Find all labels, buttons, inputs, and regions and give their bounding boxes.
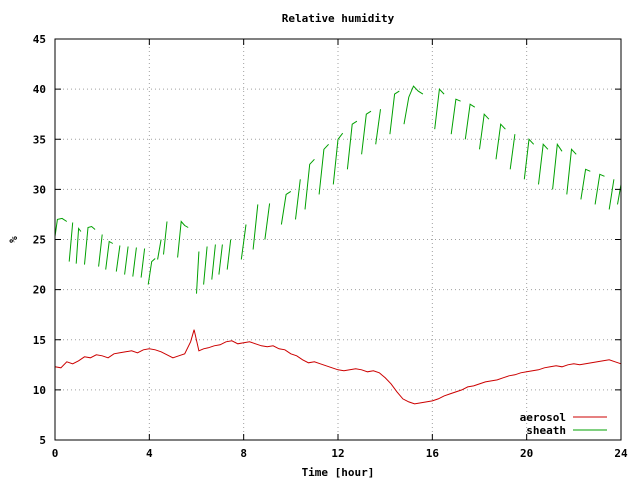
series-segment-sheath (608, 179, 615, 210)
y-axis-label: % (7, 236, 20, 243)
series-segment-sheath (240, 224, 247, 260)
y-tick-label: 5 (39, 434, 46, 447)
x-tick-label: 24 (614, 447, 628, 460)
series-segment-sheath (196, 251, 200, 294)
x-tick-label: 16 (426, 447, 440, 460)
x-tick-label: 0 (52, 447, 59, 460)
series-segment-sheath (140, 248, 146, 278)
series-segment-sheath (479, 113, 490, 150)
series-segment-sheath (375, 109, 381, 145)
series-segment-sheath (318, 143, 329, 195)
series-segment-sheath (226, 239, 232, 270)
series-segment-sheath (132, 247, 137, 277)
series-segment-sheath (211, 244, 216, 280)
series-line-aerosol (54, 329, 622, 405)
series-segment-sheath (68, 222, 74, 262)
series-segment-sheath (566, 148, 577, 195)
series-segment-sheath (75, 227, 82, 264)
series-segment-sheath (264, 203, 271, 240)
series-layer (54, 85, 622, 405)
axis-ticks: 0 4 8 12 16 20 24 5 10 15 20 25 30 35 40 45 (33, 33, 628, 460)
series-segment-sheath (124, 246, 129, 275)
y-tick-label: 30 (33, 183, 46, 196)
series-segment-sheath (157, 239, 162, 260)
y-tick-label: 15 (33, 334, 46, 347)
series-segment-sheath (403, 85, 424, 125)
series-segment-sheath (552, 142, 563, 190)
series-segment-sheath (98, 234, 103, 267)
series-segment-sheath (523, 138, 535, 180)
series-segment-sheath (434, 87, 445, 130)
legend: aerosol sheath (520, 411, 607, 437)
series-segment-sheath (509, 134, 516, 170)
series-segment-sheath (346, 120, 358, 170)
series-segment-sheath (105, 240, 114, 270)
series-segment-sheath (54, 217, 68, 237)
series-segment-sheath (177, 220, 189, 258)
y-tick-label: 45 (33, 33, 46, 46)
series-segment-sheath (115, 245, 121, 272)
chart-title: Relative humidity (282, 12, 395, 25)
x-tick-label: 12 (331, 447, 344, 460)
series-segment-sheath (84, 225, 96, 265)
series-segment-sheath (203, 246, 208, 285)
series-segment-sheath (304, 158, 315, 210)
series-segment-sheath (389, 90, 400, 135)
y-tick-label: 40 (33, 83, 46, 96)
series-segment-sheath (580, 168, 591, 200)
series-segment-sheath (495, 123, 506, 160)
series-segment-sheath (147, 258, 156, 285)
series-segment-sheath (450, 98, 461, 135)
legend-label-sheath: sheath (526, 424, 566, 437)
series-segment-sheath (464, 103, 476, 140)
series-segment-sheath (617, 184, 622, 205)
y-tick-label: 10 (33, 384, 46, 397)
series-segment-sheath (332, 132, 344, 185)
series-segment-sheath (252, 204, 259, 250)
x-axis-label: Time [hour] (302, 466, 375, 479)
x-tick-label: 20 (520, 447, 533, 460)
series-segment-sheath (163, 221, 168, 255)
x-tick-label: 4 (146, 447, 153, 460)
y-tick-label: 35 (33, 133, 46, 146)
x-tick-label: 8 (240, 447, 247, 460)
series-segment-sheath (594, 173, 605, 205)
series-segment-sheath (361, 110, 372, 155)
y-tick-label: 25 (33, 234, 46, 247)
series-segment-sheath (280, 190, 292, 225)
legend-label-aerosol: aerosol (520, 411, 566, 424)
series-segment-sheath (295, 179, 301, 220)
y-tick-label: 20 (33, 284, 46, 297)
series-segment-sheath (218, 244, 223, 275)
series-segment-sheath (538, 143, 549, 185)
